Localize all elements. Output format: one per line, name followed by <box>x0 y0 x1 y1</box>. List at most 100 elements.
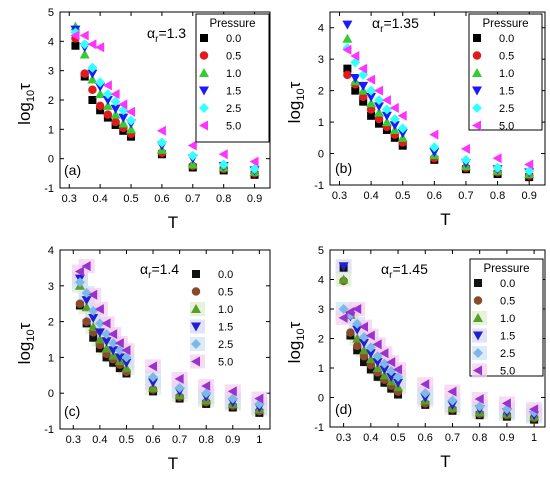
data-points <box>342 20 535 182</box>
data-point <box>372 351 383 362</box>
x-tick-label: 0.3 <box>336 432 351 444</box>
legend-marker <box>472 68 482 77</box>
data-point <box>102 80 112 91</box>
y-tick-label: 4 <box>48 245 54 257</box>
data-point <box>474 393 484 404</box>
data-point <box>358 63 368 74</box>
data-point <box>338 304 349 314</box>
data-point <box>87 62 98 73</box>
x-tick-label: 0.9 <box>499 432 514 444</box>
x-tick-label: 0.3 <box>66 434 81 446</box>
data-point <box>81 302 92 312</box>
legend-marker <box>473 313 483 322</box>
x-axis-label: T <box>440 452 450 471</box>
data-point <box>346 328 355 337</box>
data-point <box>460 154 471 165</box>
data-point <box>81 287 92 298</box>
y-tick-label: 4 <box>318 275 324 287</box>
x-tick-label: 0.6 <box>427 190 442 202</box>
data-point <box>121 345 131 356</box>
data-point <box>429 147 440 157</box>
legend-marker <box>191 322 201 332</box>
data-point <box>343 70 352 80</box>
data-point <box>110 109 121 119</box>
x-tick-label: 0.4 <box>363 190 378 202</box>
data-point <box>350 74 361 84</box>
legend-label: 5.0 <box>226 121 241 133</box>
data-point <box>429 129 439 140</box>
data-point <box>389 113 400 124</box>
data-point <box>381 95 391 106</box>
data-point <box>429 142 440 153</box>
y-axis-label: log10τ <box>285 321 307 363</box>
x-tick-label: 0.9 <box>225 434 240 446</box>
data-point <box>420 379 430 390</box>
data-point <box>386 357 396 368</box>
data-point <box>148 378 159 388</box>
data-point <box>227 386 237 397</box>
legend-marker <box>200 34 208 42</box>
legend-label: 1.5 <box>218 322 233 334</box>
legend-marker <box>199 51 209 60</box>
x-tick-label: 0.4 <box>92 193 107 205</box>
data-point <box>360 358 369 367</box>
x-axis-label: T <box>440 210 450 229</box>
data-point <box>118 113 129 123</box>
data-point <box>474 401 485 412</box>
data-point <box>529 404 539 415</box>
data-point <box>94 334 105 344</box>
legend-marker <box>191 304 201 313</box>
legend-label: 0.5 <box>226 51 241 63</box>
data-point <box>102 96 113 105</box>
x-tick-label: 0.7 <box>185 193 200 205</box>
legend-title: Pressure <box>209 18 255 30</box>
data-point <box>345 306 355 317</box>
y-axis-label: log10τ <box>15 322 37 364</box>
legend-marker <box>191 339 201 349</box>
data-point <box>79 49 90 59</box>
data-point <box>187 140 197 151</box>
data-point <box>74 277 85 288</box>
data-point <box>492 162 503 173</box>
data-point <box>352 318 363 329</box>
x-tick-label: 0.3 <box>62 193 77 205</box>
data-point <box>81 296 92 306</box>
y-tick-label: 4 <box>48 36 54 48</box>
legend-marker <box>199 103 209 113</box>
data-point <box>111 117 120 127</box>
legend: Pressure 0.0 0.5 1.0 1.5 2.5 5.0 <box>195 13 270 143</box>
y-tick-label: -1 <box>44 424 54 436</box>
data-point <box>70 30 80 41</box>
data-point <box>524 159 534 170</box>
legend-box <box>468 13 543 131</box>
legend-marker <box>474 279 482 287</box>
x-tick-label: 0.3 <box>332 190 347 202</box>
data-point <box>101 318 111 329</box>
y-tick-label: 3 <box>48 66 54 78</box>
y-tick-label: -1 <box>314 422 324 434</box>
data-point <box>110 104 121 114</box>
data-point <box>374 107 385 117</box>
data-point <box>94 318 105 329</box>
legend-label: 1.5 <box>499 86 514 98</box>
alpha-annotation: αr=1.4 <box>140 261 179 281</box>
legend-marker <box>199 68 209 77</box>
plot-frame <box>329 11 546 186</box>
data-point <box>249 163 260 174</box>
y-tick-label: -1 <box>44 183 54 195</box>
data-point <box>114 338 124 349</box>
x-tick-label: 0.6 <box>418 432 433 444</box>
y-tick-label: 1 <box>318 363 324 375</box>
data-point <box>343 64 352 73</box>
data-point <box>110 89 120 100</box>
data-point <box>75 299 85 308</box>
y-tick-label: 5 <box>48 7 54 19</box>
data-point <box>365 354 376 364</box>
data-point <box>386 365 397 376</box>
data-point <box>96 106 105 115</box>
data-point <box>79 39 90 50</box>
data-point <box>365 330 375 341</box>
data-point <box>80 69 89 78</box>
x-tick-label: 0.8 <box>472 432 487 444</box>
